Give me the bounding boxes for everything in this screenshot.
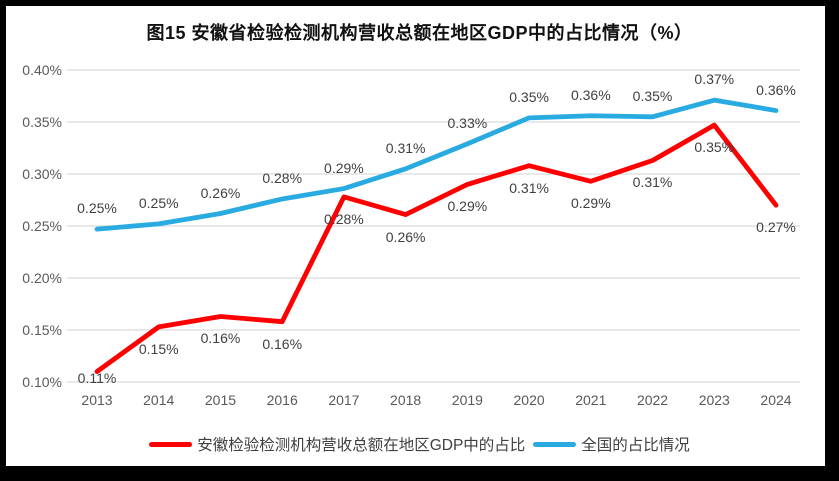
y-tick-label: 0.35% xyxy=(22,114,62,130)
data-label: 0.29% xyxy=(324,159,364,176)
data-label: 0.36% xyxy=(570,86,611,103)
y-tick-label: 0.30% xyxy=(22,166,62,182)
data-label: 0.28% xyxy=(262,169,303,186)
x-tick-label: 2020 xyxy=(513,392,545,408)
chart-title: 图15 安徽省检验检测机构营收总额在地区GDP中的占比情况（%） xyxy=(146,23,693,43)
legend-label-anhui: 安徽检验检测机构营收总额在地区GDP中的占比 xyxy=(197,437,526,454)
data-label: 0.36% xyxy=(756,81,796,98)
data-label: 0.26% xyxy=(200,184,241,201)
x-tick-label: 2014 xyxy=(143,392,175,408)
data-label: 0.35% xyxy=(694,139,735,156)
legend-item-national: 全国的占比情况 xyxy=(533,433,690,455)
legend-item-anhui: 安徽检验检测机构营收总额在地区GDP中的占比 xyxy=(149,433,525,455)
x-tick-label: 2015 xyxy=(204,392,237,408)
data-label: 0.15% xyxy=(138,340,179,357)
data-label: 0.33% xyxy=(447,114,488,131)
data-label: 0.31% xyxy=(385,139,426,156)
data-label: 0.31% xyxy=(509,179,549,196)
x-tick-label: 2013 xyxy=(81,392,113,408)
data-label: 0.28% xyxy=(324,210,364,227)
data-label: 0.27% xyxy=(756,219,796,236)
data-label: 0.29% xyxy=(447,198,488,215)
data-label: 0.31% xyxy=(632,174,673,191)
data-label: 0.35% xyxy=(632,87,673,104)
anhui-line-swatch xyxy=(149,441,193,447)
y-tick-label: 0.20% xyxy=(22,270,62,286)
data-label: 0.25% xyxy=(77,200,117,217)
y-tick-label: 0.40% xyxy=(22,62,62,78)
data-label: 0.11% xyxy=(77,370,117,386)
x-tick-label: 2023 xyxy=(698,392,730,408)
y-tick-label: 0.15% xyxy=(22,322,62,338)
x-tick-label: 2017 xyxy=(328,392,360,408)
x-tick-label: 2021 xyxy=(575,392,607,408)
x-tick-label: 2016 xyxy=(266,392,298,408)
data-label: 0.26% xyxy=(385,228,426,245)
data-label: 0.16% xyxy=(262,335,303,352)
data-label: 0.25% xyxy=(138,194,179,211)
data-label: 0.35% xyxy=(509,88,549,105)
x-tick-label: 2019 xyxy=(451,392,483,408)
x-tick-label: 2018 xyxy=(390,392,422,408)
data-label: 0.29% xyxy=(570,195,611,212)
chart-legend: 安徽检验检测机构营收总额在地区GDP中的占比 全国的占比情况 xyxy=(0,433,839,455)
legend-label-national: 全国的占比情况 xyxy=(581,437,690,454)
x-tick-label: 2024 xyxy=(760,392,792,408)
data-label: 0.16% xyxy=(200,330,241,347)
y-tick-label: 0.10% xyxy=(22,374,62,390)
national-line-swatch xyxy=(533,441,577,447)
data-label: 0.37% xyxy=(694,71,735,88)
x-tick-label: 2022 xyxy=(636,392,669,408)
y-tick-label: 0.25% xyxy=(22,218,62,234)
